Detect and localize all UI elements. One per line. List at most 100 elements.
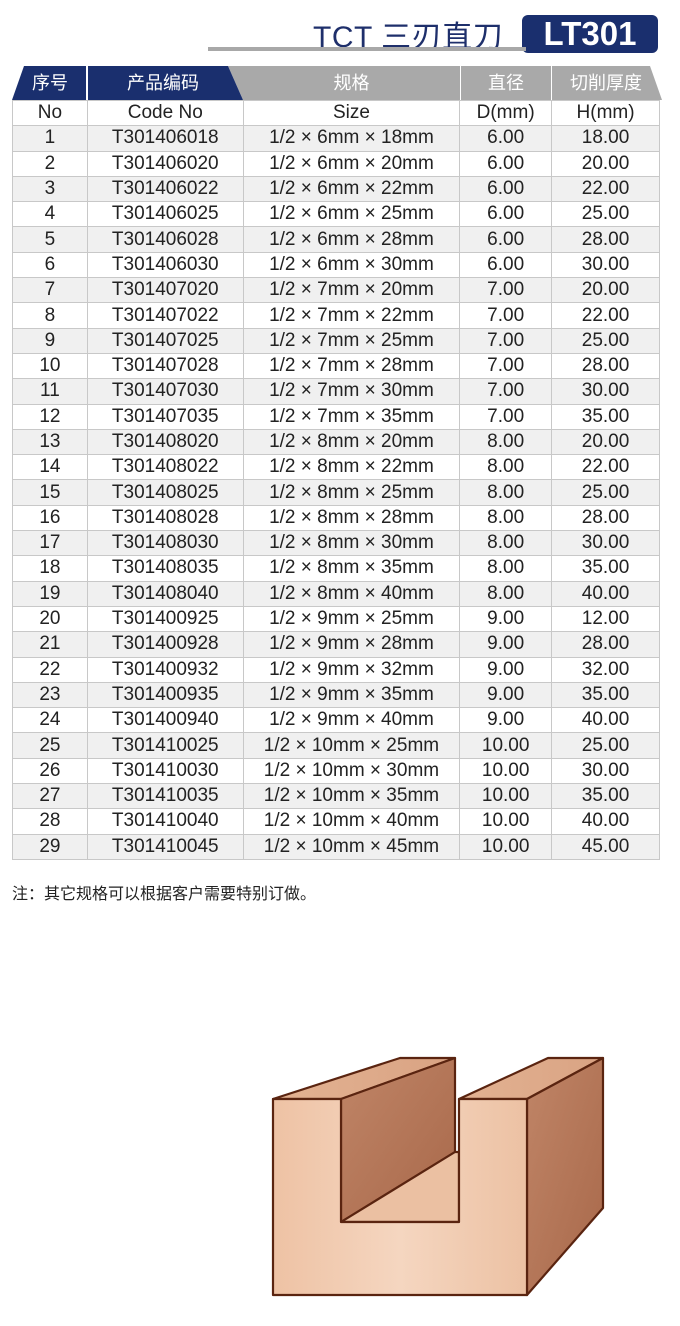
row-thickness: 35.00: [551, 403, 660, 430]
row-thickness: 40.00: [551, 580, 660, 607]
row-size: 1/2 × 7mm × 22mm: [242, 302, 461, 329]
row-diameter: 7.00: [459, 352, 553, 380]
row-thickness: 20.00: [551, 150, 660, 177]
table-row: 28 T301410040 1/2 × 10mm × 40mm 10.00 40.00: [12, 808, 660, 835]
row-diameter: 10.00: [459, 757, 553, 785]
row-code: T301410035: [86, 783, 244, 810]
table-row: 24 T301400940 1/2 × 9mm × 40mm 9.00 40.00: [12, 707, 660, 734]
row-thickness: 28.00: [551, 631, 660, 658]
row-size: 1/2 × 6mm × 30mm: [242, 251, 461, 279]
row-code: T301407022: [86, 302, 244, 329]
row-thickness: 22.00: [551, 454, 660, 481]
row-code: T301407030: [86, 378, 244, 405]
row-code: T301406028: [86, 226, 244, 253]
row-diameter: 7.00: [459, 327, 553, 354]
row-code: T301407020: [86, 277, 244, 304]
row-no: 11: [12, 378, 88, 405]
table-row: 11 T301407030 1/2 × 7mm × 30mm 7.00 30.00: [12, 378, 660, 405]
row-code: T301408028: [86, 504, 244, 532]
row-diameter: 6.00: [459, 125, 553, 152]
row-size: 1/2 × 9mm × 32mm: [242, 656, 461, 683]
row-no: 17: [12, 530, 88, 557]
row-no: 25: [12, 732, 88, 759]
row-thickness: 30.00: [551, 757, 660, 785]
row-diameter: 9.00: [459, 605, 553, 633]
row-size: 1/2 × 10mm × 30mm: [242, 757, 461, 785]
row-diameter: 9.00: [459, 681, 553, 709]
row-size: 1/2 × 8mm × 40mm: [242, 580, 461, 607]
row-code: T301400932: [86, 656, 244, 683]
table-row: 22 T301400932 1/2 × 9mm × 32mm 9.00 32.00: [12, 656, 660, 683]
row-size: 1/2 × 6mm × 22mm: [242, 175, 461, 203]
row-code: T301406025: [86, 201, 244, 228]
row-diameter: 10.00: [459, 732, 553, 759]
row-size: 1/2 × 9mm × 40mm: [242, 707, 461, 734]
header-no: No: [12, 99, 88, 127]
table-row: 26 T301410030 1/2 × 10mm × 30mm 10.00 30.00: [12, 757, 660, 785]
row-size: 1/2 × 8mm × 35mm: [242, 555, 461, 582]
row-thickness: 18.00: [551, 125, 660, 152]
row-thickness: 45.00: [551, 833, 660, 860]
row-size: 1/2 × 8mm × 30mm: [242, 530, 461, 557]
header-code-cn: 产品编码: [127, 73, 199, 93]
header-thickness-cn: 切削厚度: [570, 73, 642, 93]
table-row: 1 T301406018 1/2 × 6mm × 18mm 6.00 18.00: [12, 125, 660, 152]
table-row: 15 T301408025 1/2 × 8mm × 25mm 8.00 25.00: [12, 479, 660, 506]
table-row: 13 T301408020 1/2 × 8mm × 20mm 8.00 20.00: [12, 428, 660, 456]
row-no: 20: [12, 605, 88, 633]
row-size: 1/2 × 6mm × 25mm: [242, 201, 461, 228]
row-thickness: 25.00: [551, 201, 660, 228]
row-code: T301410045: [86, 833, 244, 860]
row-thickness: 35.00: [551, 681, 660, 709]
row-code: T301410040: [86, 808, 244, 835]
table-row: 17 T301408030 1/2 × 8mm × 30mm 8.00 30.00: [12, 530, 660, 557]
row-thickness: 20.00: [551, 428, 660, 456]
table-row: 25 T301410025 1/2 × 10mm × 25mm 10.00 25.00: [12, 732, 660, 759]
row-diameter: 8.00: [459, 504, 553, 532]
table-row: 2 T301406020 1/2 × 6mm × 20mm 6.00 20.00: [12, 150, 660, 177]
row-size: 1/2 × 10mm × 40mm: [242, 808, 461, 835]
table-row: 9 T301407025 1/2 × 7mm × 25mm 7.00 25.00: [12, 327, 660, 354]
row-code: T301400940: [86, 707, 244, 734]
row-no: 2: [12, 150, 88, 177]
row-size: 1/2 × 10mm × 25mm: [242, 732, 461, 759]
row-no: 26: [12, 757, 88, 785]
table-row: 7 T301407020 1/2 × 7mm × 20mm 7.00 20.00: [12, 277, 660, 304]
row-no: 29: [12, 833, 88, 860]
row-diameter: 6.00: [459, 175, 553, 203]
row-size: 1/2 × 7mm × 20mm: [242, 277, 461, 304]
row-diameter: 7.00: [459, 403, 553, 430]
row-size: 1/2 × 9mm × 35mm: [242, 681, 461, 709]
row-thickness: 28.00: [551, 226, 660, 253]
row-code: T301407028: [86, 352, 244, 380]
row-code: T301408030: [86, 530, 244, 557]
model-badge: LT301: [522, 15, 658, 53]
row-code: T301400925: [86, 605, 244, 633]
row-code: T301407025: [86, 327, 244, 354]
row-thickness: 25.00: [551, 732, 660, 759]
table-row: 27 T301410035 1/2 × 10mm × 35mm 10.00 35.00: [12, 783, 660, 810]
row-size: 1/2 × 9mm × 25mm: [242, 605, 461, 633]
row-thickness: 30.00: [551, 378, 660, 405]
header-gray-band: [228, 66, 460, 100]
row-code: T301410030: [86, 757, 244, 785]
row-size: 1/2 × 6mm × 28mm: [242, 226, 461, 253]
row-thickness: 40.00: [551, 707, 660, 734]
row-diameter: 6.00: [459, 150, 553, 177]
row-size: 1/2 × 10mm × 45mm: [242, 833, 461, 860]
row-no: 18: [12, 555, 88, 582]
header-diameter-cn: 直径: [488, 73, 524, 93]
header-navy-code: [88, 66, 243, 100]
row-no: 1: [12, 125, 88, 152]
row-diameter: 8.00: [459, 530, 553, 557]
row-thickness: 40.00: [551, 808, 660, 835]
row-code: T301406018: [86, 125, 244, 152]
table-row: 20 T301400925 1/2 × 9mm × 25mm 9.00 12.00: [12, 605, 660, 633]
row-no: 15: [12, 479, 88, 506]
row-diameter: 6.00: [459, 201, 553, 228]
row-no: 19: [12, 580, 88, 607]
row-size: 1/2 × 10mm × 35mm: [242, 783, 461, 810]
row-diameter: 7.00: [459, 277, 553, 304]
title-underline: [208, 47, 526, 51]
